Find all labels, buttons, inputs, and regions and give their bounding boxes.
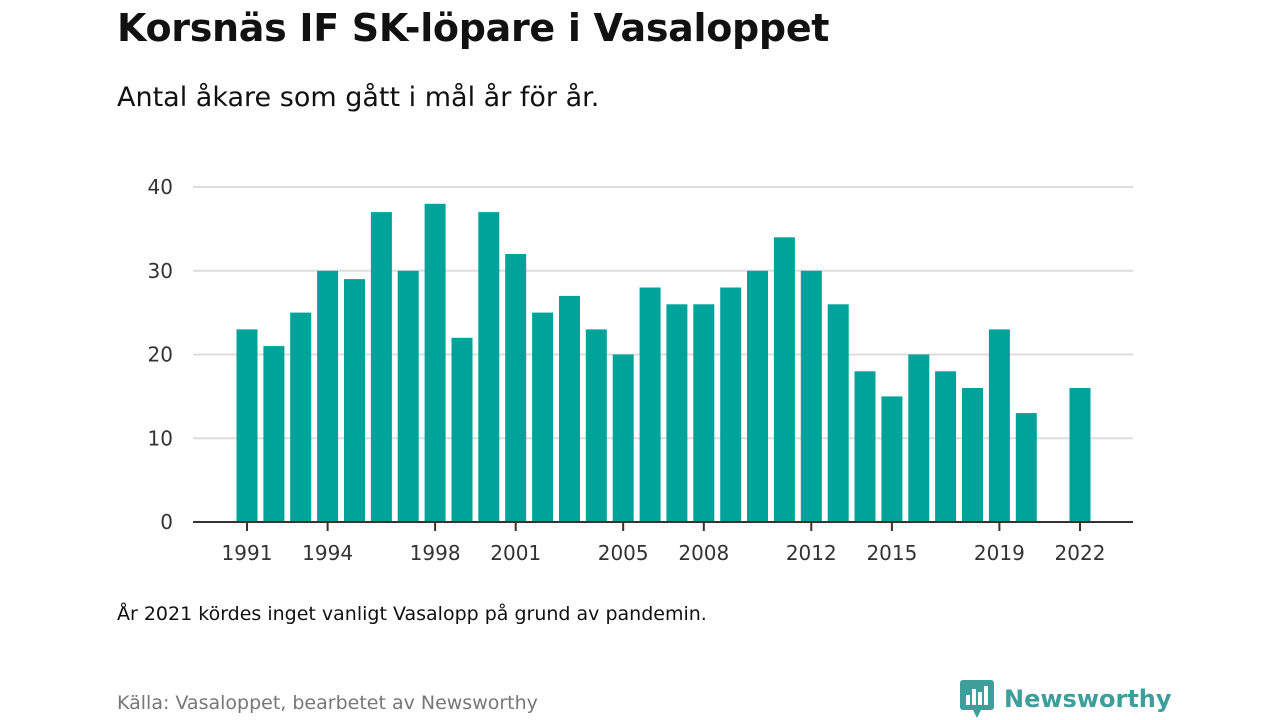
bar-2001 (505, 254, 527, 522)
brand-logo: Newsworthy (960, 680, 1172, 718)
source-text: Källa: Vasaloppet, bearbetet av Newswort… (117, 692, 538, 714)
y-tick-label: 40 (148, 175, 173, 199)
bar-2007 (666, 304, 688, 523)
bar-2014 (854, 371, 876, 523)
footnote: År 2021 kördes inget vanligt Vasalopp på… (117, 603, 707, 625)
x-tick-label: 2005 (598, 541, 649, 565)
bar-2000 (478, 212, 500, 522)
bar-2017 (935, 371, 957, 523)
bar-2004 (585, 329, 607, 522)
bar-1991 (236, 329, 258, 522)
bar-1994 (317, 270, 339, 523)
chart-subtitle: Antal åkare som gått i mål år för år. (117, 82, 600, 113)
y-axis-ticks: 0 10 20 30 40 (148, 175, 173, 534)
x-tick-label: 2022 (1055, 541, 1106, 565)
x-tick-label: 2015 (866, 541, 917, 565)
y-tick-label: 30 (148, 259, 173, 283)
x-axis-ticks: 1991 1994 1998 2001 2005 2008 2012 2015 2019 2022 (222, 522, 1106, 565)
bar-2010 (747, 270, 768, 523)
bar-1993 (290, 312, 312, 522)
bar-1997 (397, 270, 419, 523)
x-tick-label: 2001 (490, 541, 541, 565)
bar-2005 (612, 354, 634, 522)
bar-2013 (827, 304, 849, 523)
bar-2009 (720, 287, 742, 522)
bar-2022 (1069, 388, 1091, 522)
bar-2018 (962, 388, 983, 522)
bar-2019 (988, 329, 1010, 522)
bar-1999 (451, 337, 473, 523)
bar-1998 (424, 203, 446, 523)
bar-2020 (1015, 413, 1037, 522)
newsworthy-logo-icon (960, 680, 994, 718)
bar-2008 (693, 304, 715, 523)
chart-title: Korsnäs IF SK-löpare i Vasaloppet (117, 6, 830, 50)
y-tick-label: 0 (160, 510, 173, 534)
bar-1992 (263, 346, 285, 522)
x-tick-label: 2019 (974, 541, 1025, 565)
bar-2015 (881, 396, 903, 522)
bar-1996 (370, 212, 392, 522)
x-tick-label: 1991 (222, 541, 273, 565)
bar-2003 (559, 295, 580, 522)
y-tick-label: 10 (148, 426, 173, 450)
x-tick-label: 1994 (302, 541, 353, 565)
bar-2011 (773, 237, 795, 523)
brand-name: Newsworthy (1004, 685, 1172, 713)
x-tick-label: 2008 (678, 541, 729, 565)
bar-chart: 0 10 20 30 40 1991 1994 1998 2001 2005 2008 2012 20… (148, 175, 1133, 565)
bar-2016 (908, 354, 930, 522)
y-tick-label: 20 (148, 343, 173, 367)
bars (236, 203, 1091, 523)
bar-2012 (800, 270, 822, 523)
bar-2002 (532, 312, 554, 522)
x-tick-label: 2012 (786, 541, 837, 565)
x-tick-label: 1998 (410, 541, 461, 565)
bar-2006 (639, 287, 661, 522)
bar-1995 (344, 279, 365, 522)
